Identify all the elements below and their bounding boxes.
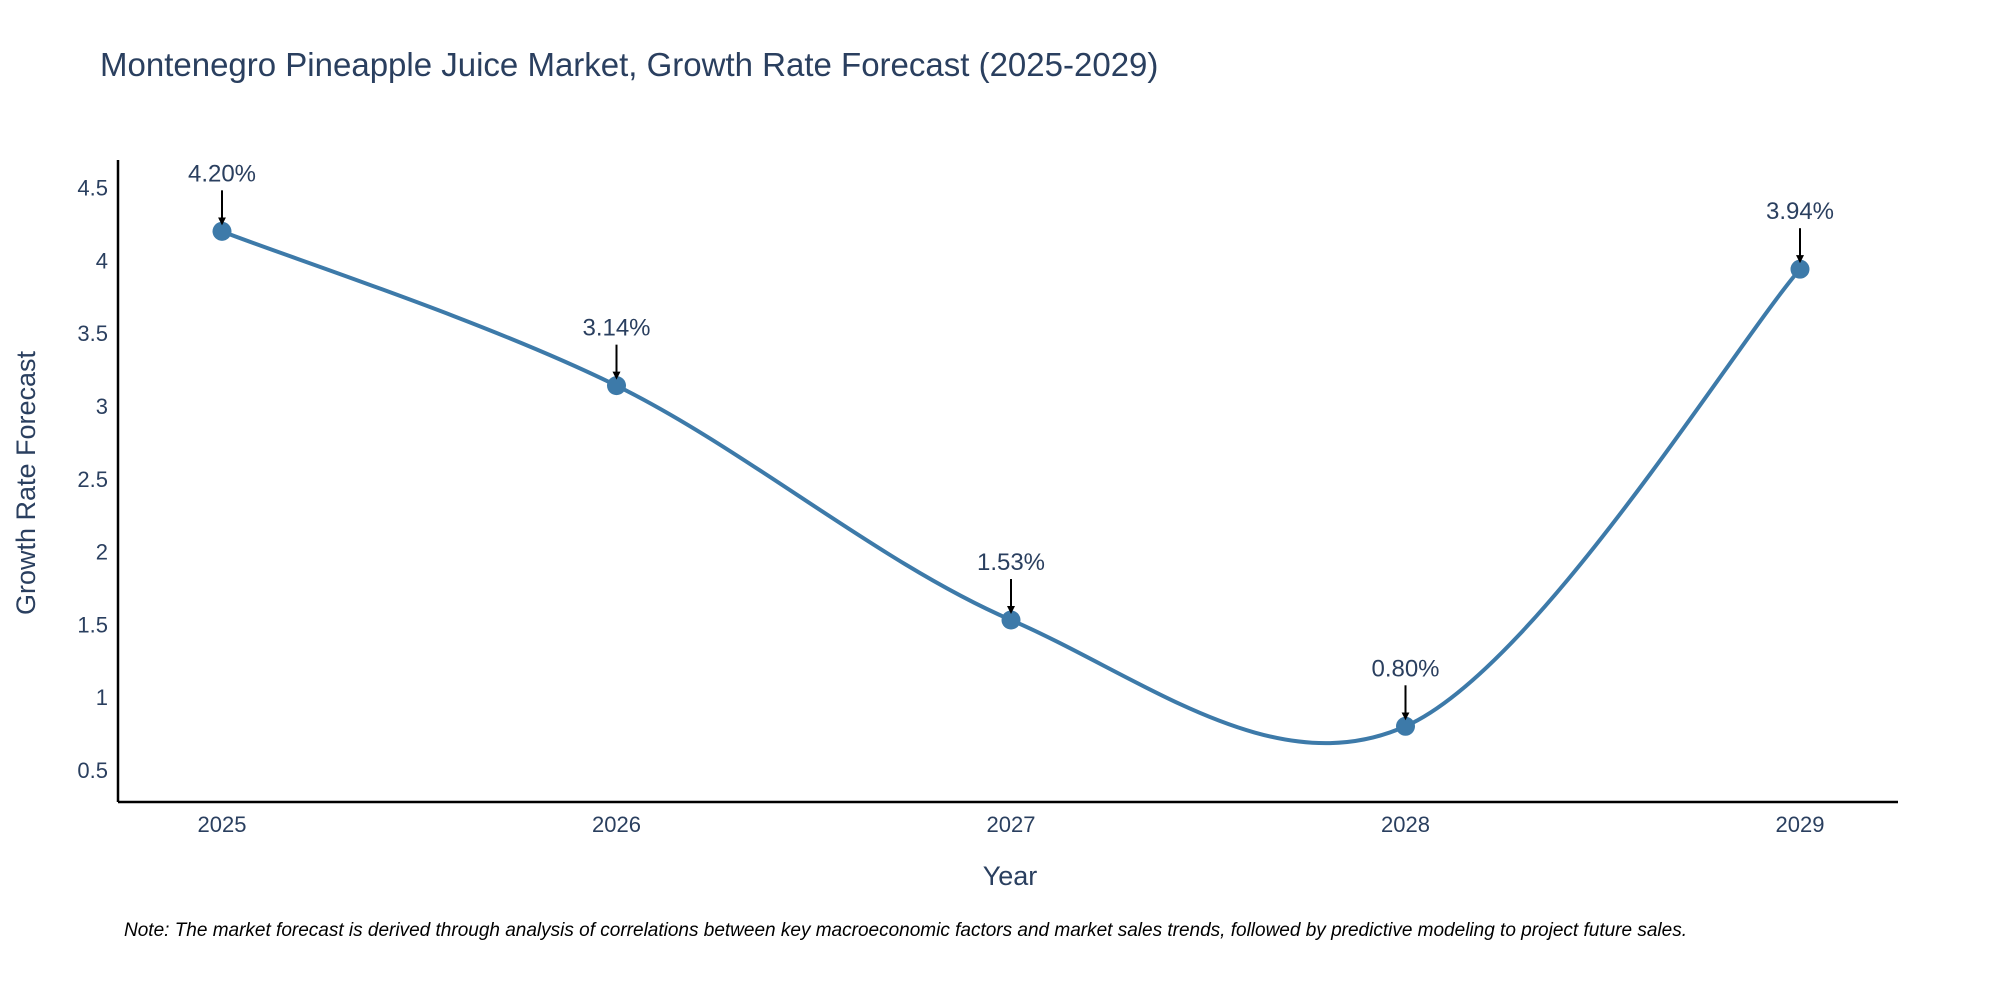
y-tick-label: 2 <box>96 540 108 565</box>
y-tick-label: 1 <box>96 685 108 710</box>
chart-title: Montenegro Pineapple Juice Market, Growt… <box>100 46 1159 83</box>
y-tick-label: 3 <box>96 394 108 419</box>
x-tick-label: 2026 <box>592 812 641 837</box>
y-tick-label: 1.5 <box>77 612 108 637</box>
data-point <box>607 376 626 396</box>
y-tick-label: 3.5 <box>77 321 108 346</box>
data-annotations: 4.20% 3.14% 1.53% 0.80% 3.94% <box>188 160 1834 721</box>
y-axis-title: Growth Rate Forecast <box>11 350 41 615</box>
data-label: 3.94% <box>1766 198 1834 225</box>
data-point <box>1001 610 1021 630</box>
x-axis-ticks: 2025 2026 2027 2028 2029 <box>198 812 1825 837</box>
y-axis-ticks: 0.5 1 1.5 2 2.5 3 3.5 4 4.5 <box>77 176 108 783</box>
x-tick-label: 2029 <box>1776 812 1825 837</box>
data-point <box>212 221 232 241</box>
data-label: 4.20% <box>188 160 256 187</box>
x-tick-label: 2028 <box>1381 812 1430 837</box>
x-axis-title: Year <box>983 861 1038 891</box>
data-label: 3.14% <box>582 315 650 342</box>
x-tick-label: 2025 <box>198 812 247 837</box>
data-point <box>1790 259 1810 279</box>
y-tick-label: 0.5 <box>77 758 108 783</box>
data-points <box>212 221 1810 736</box>
y-tick-label: 4.5 <box>77 176 108 201</box>
series-line <box>221 229 1802 745</box>
y-tick-label: 4 <box>96 248 108 273</box>
data-label: 1.53% <box>977 549 1045 576</box>
y-tick-label: 2.5 <box>77 467 108 492</box>
data-label: 0.80% <box>1371 655 1439 682</box>
data-point <box>1396 716 1415 736</box>
x-tick-label: 2027 <box>987 812 1036 837</box>
methodology-note: Note: The market forecast is derived thr… <box>124 920 1687 941</box>
